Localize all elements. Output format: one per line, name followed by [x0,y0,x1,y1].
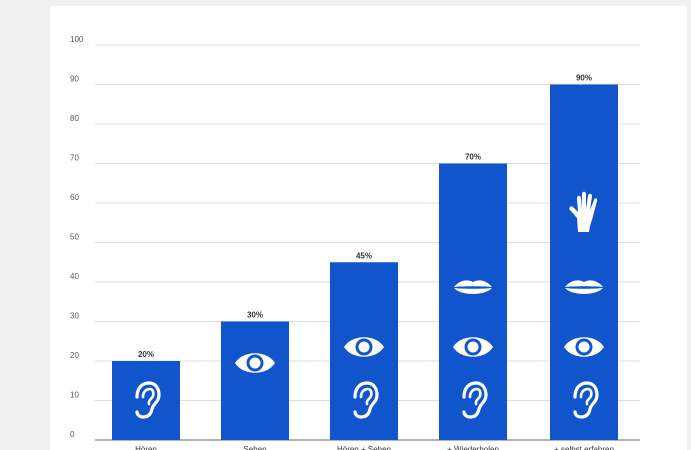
lips-icon [565,280,603,294]
lips-icon [454,280,492,294]
bars [112,84,618,440]
category-label: Hören + Sehen [337,445,391,450]
data-label: 70% [465,153,481,162]
hand-icon [569,191,598,232]
ear-icon [135,381,161,419]
ear-icon [573,381,599,419]
eye-icon [235,353,275,373]
y-tick-label: 90 [70,75,79,84]
eye-icon [344,337,384,357]
y-axis-ticks: 0 10 20 30 40 50 60 70 80 90 100 [70,35,84,439]
ear-icon [462,381,488,419]
category-label: + Wiederholen [447,445,499,450]
y-tick-label: 70 [70,154,79,163]
y-tick-label: 20 [70,351,79,360]
eye-icon [564,337,604,357]
ear-icon [353,381,379,419]
bar [439,163,507,440]
bar [550,84,618,440]
data-label: 45% [356,251,372,260]
y-tick-label: 60 [70,193,79,202]
y-tick-label: 0 [70,430,75,439]
y-tick-label: 30 [70,312,79,321]
y-tick-label: 50 [70,233,79,242]
data-label: 90% [576,74,592,83]
y-tick-label: 100 [70,35,84,44]
icons [135,191,604,419]
data-label: 20% [138,350,154,359]
category-label: Sehen [243,445,266,450]
data-labels: 20% 30% 45% 70% 90% [138,74,592,360]
category-label: Hören [135,445,157,450]
eye-icon [453,337,493,357]
bar [112,361,180,440]
y-tick-label: 10 [70,391,79,400]
category-labels: Hören Sehen Hören + Sehen + Wiederholen + se… [135,445,614,450]
y-tick-label: 40 [70,272,79,281]
bar [221,321,289,440]
y-tick-label: 80 [70,114,79,123]
category-label: + selbst erfahren [554,445,614,450]
data-label: 30% [247,311,263,320]
